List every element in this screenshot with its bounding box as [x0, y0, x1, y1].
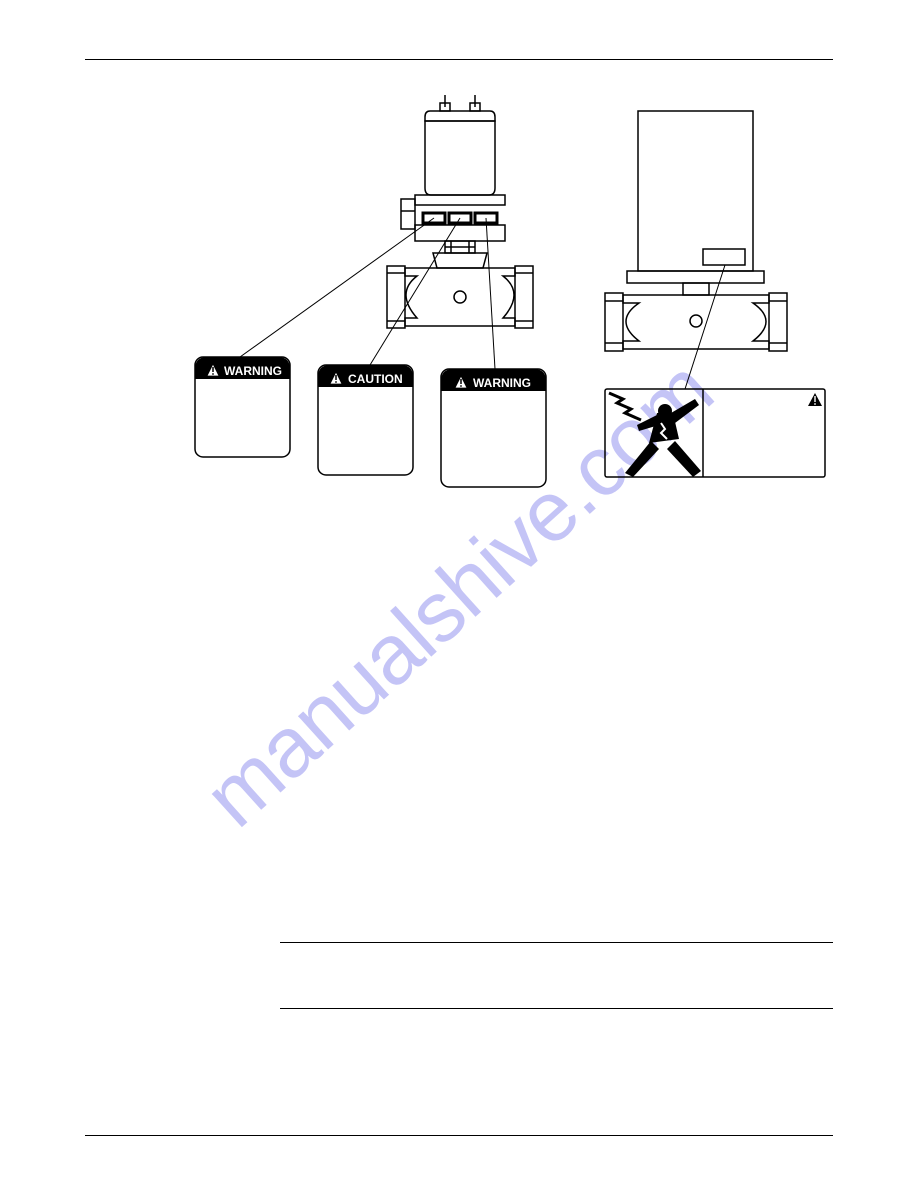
header-rule [85, 59, 833, 60]
warning-2-text: WARNING [473, 376, 531, 390]
pump-right [605, 111, 787, 351]
alert-triangle-icon [808, 393, 822, 406]
footer-rule [85, 1135, 833, 1136]
label-caution: CAUTION [318, 365, 413, 475]
diagram-figure: WARNING CAUTION WARNING [85, 93, 833, 503]
section-rule-2 [280, 1008, 833, 1009]
safety-pictogram-label [605, 389, 825, 477]
label-warning-1: WARNING [195, 357, 290, 457]
caution-text: CAUTION [348, 372, 403, 386]
label-warning-2: WARNING [441, 369, 546, 487]
pump-left [387, 95, 533, 328]
section-rule-1 [280, 942, 833, 943]
electric-shock-icon [609, 393, 701, 477]
warning-1-text: WARNING [224, 364, 282, 378]
